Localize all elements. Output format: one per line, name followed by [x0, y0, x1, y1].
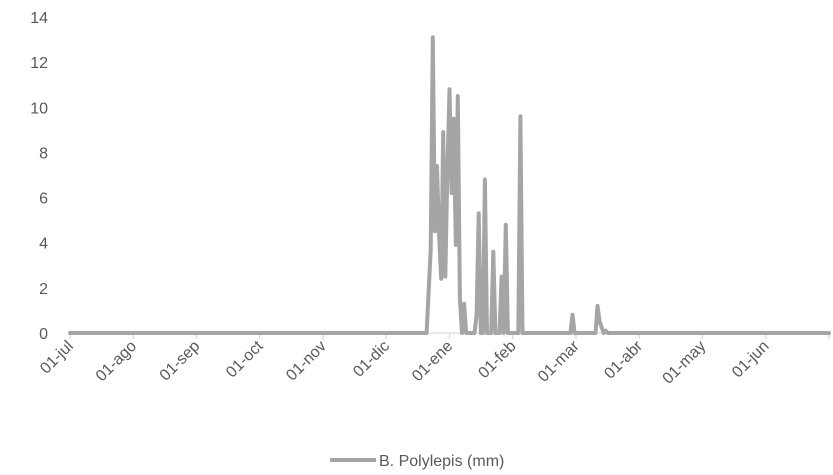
y-tick-label: 6 — [39, 191, 48, 208]
x-tick-label: 01-abr — [601, 337, 646, 382]
y-tick-label: 0 — [39, 326, 48, 343]
legend: B. Polylepis (mm) — [330, 453, 504, 470]
x-tick-label: 01-ago — [93, 338, 140, 385]
x-tick-label: 01-feb — [475, 338, 519, 382]
series-line — [68, 35, 831, 335]
x-tick-label: 01-sep — [157, 338, 204, 385]
y-axis-tick-labels: 0 2 4 6 8 10 12 14 — [30, 10, 48, 343]
x-tick-label: 01-nov — [283, 338, 330, 385]
x-axis-tick-labels: 01-jul 01-ago 01-sep 01-oct 01-nov 01-dic 01-e… — [37, 337, 772, 387]
y-tick-label: 4 — [39, 236, 48, 253]
x-tick-label: 01-jun — [729, 338, 772, 381]
x-tick-label: 01-oct — [223, 337, 267, 381]
x-tick-label: 01-dic — [350, 338, 393, 381]
y-tick-label: 10 — [30, 100, 48, 117]
x-tick-label: 01-may — [660, 338, 710, 388]
legend-label: B. Polylepis (mm) — [379, 453, 504, 470]
y-tick-label: 2 — [39, 281, 48, 298]
x-tick-label: 01-jul — [37, 338, 77, 378]
x-tick-label: 01-ene — [409, 338, 456, 385]
y-tick-label: 8 — [39, 145, 48, 162]
x-tick-label: 01-mar — [535, 337, 583, 385]
y-tick-label: 12 — [30, 55, 48, 72]
y-tick-label: 14 — [30, 10, 48, 27]
series-group — [68, 35, 831, 335]
